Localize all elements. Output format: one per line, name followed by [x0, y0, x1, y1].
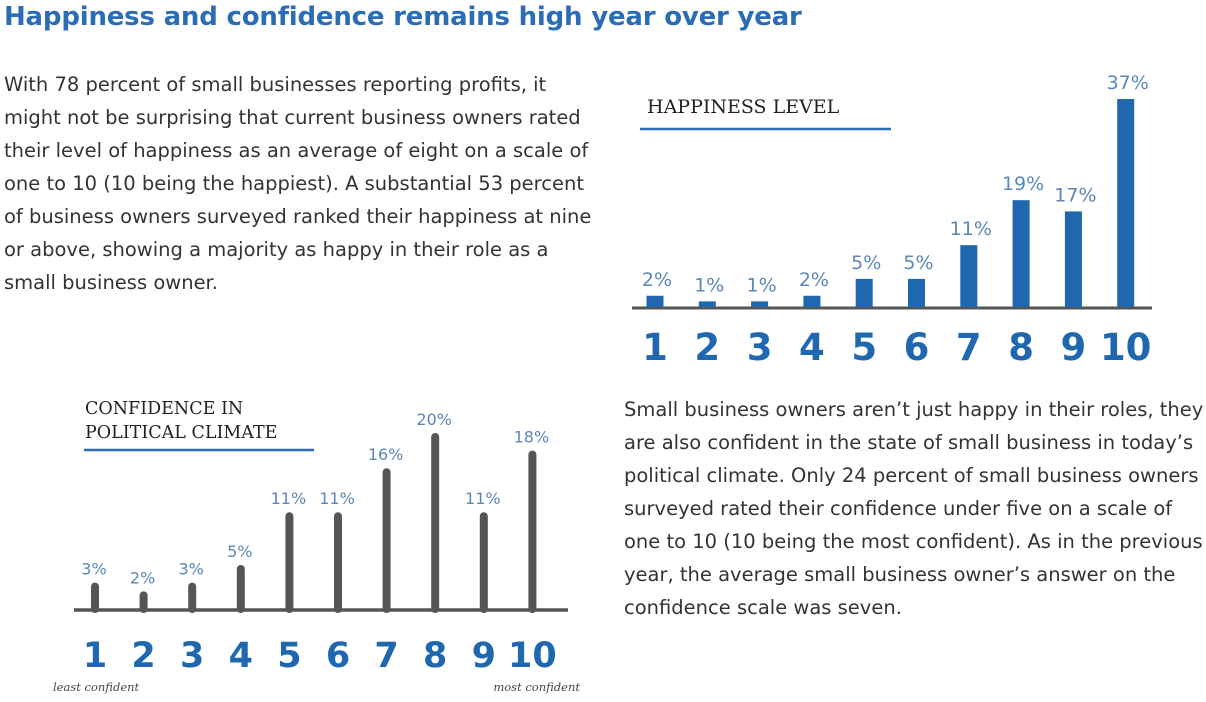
value-label: 11%	[271, 489, 307, 508]
category-label: 3	[180, 636, 204, 676]
value-label: 18%	[514, 428, 550, 447]
page-heading: Happiness and confidence remains high ye…	[4, 2, 802, 32]
bar	[698, 301, 716, 307]
bar	[960, 245, 978, 307]
bar	[1117, 99, 1135, 307]
value-label: 16%	[368, 445, 404, 464]
category-label: 4	[229, 636, 253, 676]
confidence-paragraph: Small business owners aren’t just happy …	[624, 398, 1204, 619]
bar	[803, 295, 821, 307]
confidence-chart-title-line-1: CONFIDENCE IN	[85, 399, 243, 419]
value-label: 1%	[694, 274, 724, 296]
bar	[855, 278, 873, 307]
confidence-chart-title-line-2: POLITICAL CLIMATE	[85, 423, 277, 443]
value-label: 37%	[1107, 72, 1149, 94]
category-label: 4	[799, 326, 825, 369]
value-label: 3%	[81, 560, 106, 579]
value-label: 5%	[227, 542, 252, 561]
bar	[1012, 200, 1030, 307]
category-label: 1	[642, 326, 668, 369]
category-label: 10	[508, 636, 557, 676]
category-label: 2	[694, 326, 720, 369]
most-confident-label: most confident	[493, 680, 580, 694]
value-label: 1%	[747, 274, 777, 296]
category-label: 7	[956, 326, 982, 369]
value-label: 17%	[1054, 184, 1096, 206]
value-label: 3%	[179, 560, 204, 579]
category-label: 5	[277, 636, 301, 676]
bar	[646, 295, 664, 307]
happiness-chart-title: HAPPINESS LEVEL	[647, 96, 840, 118]
category-label: 6	[904, 326, 930, 369]
category-label: 9	[472, 636, 496, 676]
value-label: 2%	[642, 269, 672, 291]
value-label: 11%	[950, 218, 992, 240]
value-label: 19%	[1002, 173, 1044, 195]
least-confident-label: least confident	[53, 680, 140, 694]
category-label: 8	[1008, 326, 1034, 369]
value-label: 11%	[465, 489, 501, 508]
category-label: 6	[326, 636, 350, 676]
category-label: 1	[83, 636, 107, 676]
bar	[908, 278, 925, 307]
category-label: 3	[747, 326, 773, 369]
bar	[751, 301, 769, 307]
value-label: 20%	[416, 410, 452, 429]
value-label: 11%	[319, 489, 355, 508]
happiness-paragraph: With 78 percent of small businesses repo…	[4, 73, 592, 294]
category-label: 8	[423, 636, 447, 676]
category-label: 9	[1061, 326, 1087, 369]
value-label: 2%	[799, 269, 829, 291]
category-label: 7	[374, 636, 398, 676]
value-label: 5%	[851, 252, 881, 274]
category-label: 2	[131, 636, 155, 676]
category-label: 10	[1100, 326, 1152, 369]
category-label: 5	[851, 326, 877, 369]
value-label: 2%	[130, 568, 155, 587]
value-label: 5%	[903, 252, 933, 274]
bar	[1064, 211, 1082, 307]
